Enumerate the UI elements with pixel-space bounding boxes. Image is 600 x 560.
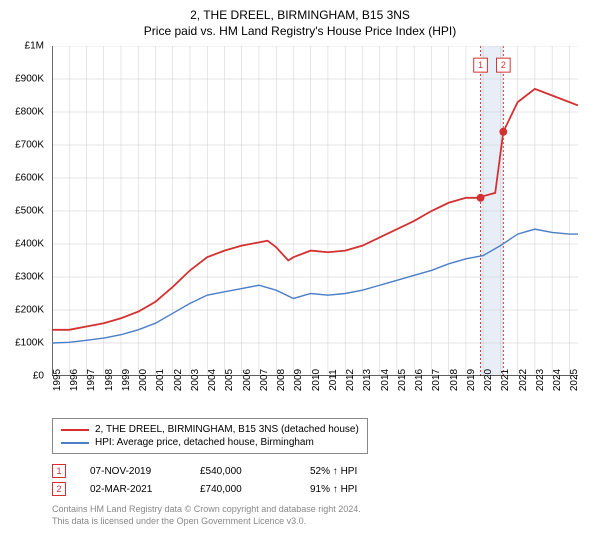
y-tick-label: £500K	[15, 206, 44, 217]
legend-label-2: HPI: Average price, detached house, Birm…	[95, 437, 314, 448]
x-tick-label: 2001	[155, 369, 166, 391]
x-tick-label: 2025	[569, 369, 580, 391]
x-tick-label: 2016	[414, 369, 425, 391]
legend-label-1: 2, THE DREEL, BIRMINGHAM, B15 3NS (detac…	[95, 424, 359, 435]
legend: 2, THE DREEL, BIRMINGHAM, B15 3NS (detac…	[52, 418, 368, 454]
price-cell: £540,000	[200, 466, 286, 477]
diff-cell: 52% ↑ HPI	[310, 466, 396, 477]
date-cell: 07-NOV-2019	[90, 466, 176, 477]
y-tick-label: £300K	[15, 272, 44, 283]
x-tick-label: 2010	[311, 369, 322, 391]
y-tick-label: £900K	[15, 74, 44, 85]
legend-row-2: HPI: Average price, detached house, Birm…	[61, 436, 359, 449]
title-line2: Price paid vs. HM Land Registry's House …	[12, 24, 588, 38]
chart-container: 2, THE DREEL, BIRMINGHAM, B15 3NS Price …	[0, 0, 600, 560]
x-tick-label: 2004	[207, 369, 218, 391]
x-tick-label: 2022	[518, 369, 529, 391]
legend-swatch-1	[61, 429, 89, 431]
x-tick-label: 2002	[173, 369, 184, 391]
x-axis-labels: 1995199619971998199920002001200220032004…	[52, 376, 578, 412]
x-tick-label: 2013	[362, 369, 373, 391]
legend-swatch-2	[61, 442, 89, 444]
x-tick-label: 2012	[345, 369, 356, 391]
x-tick-label: 2021	[500, 369, 511, 391]
diff-cell: 91% ↑ HPI	[310, 484, 396, 495]
footer-line2: This data is licensed under the Open Gov…	[52, 516, 588, 528]
y-tick-label: £1M	[25, 41, 44, 52]
y-tick-label: £100K	[15, 338, 44, 349]
title-line1: 2, THE DREEL, BIRMINGHAM, B15 3NS	[12, 8, 588, 22]
x-tick-label: 2014	[380, 369, 391, 391]
legend-row-1: 2, THE DREEL, BIRMINGHAM, B15 3NS (detac…	[61, 423, 359, 436]
x-tick-label: 2009	[293, 369, 304, 391]
x-tick-label: 2023	[535, 369, 546, 391]
x-tick-label: 2024	[552, 369, 563, 391]
data-row: 2 02-MAR-2021 £740,000 91% ↑ HPI	[52, 480, 588, 498]
x-tick-label: 1999	[121, 369, 132, 391]
y-tick-label: £700K	[15, 140, 44, 151]
date-cell: 02-MAR-2021	[90, 484, 176, 495]
x-tick-label: 2020	[483, 369, 494, 391]
x-tick-label: 2006	[242, 369, 253, 391]
y-tick-label: £600K	[15, 173, 44, 184]
x-tick-label: 2019	[466, 369, 477, 391]
x-tick-label: 2008	[276, 369, 287, 391]
svg-text:2: 2	[501, 60, 506, 70]
x-tick-label: 1997	[86, 369, 97, 391]
x-tick-label: 2018	[449, 369, 460, 391]
marker-box: 1	[52, 464, 66, 478]
price-cell: £740,000	[200, 484, 286, 495]
chart-area: £0£100K£200K£300K£400K£500K£600K£700K£80…	[52, 46, 578, 376]
x-tick-label: 1998	[104, 369, 115, 391]
y-tick-label: £800K	[15, 107, 44, 118]
chart-svg: 12	[52, 46, 578, 376]
x-tick-label: 2015	[397, 369, 408, 391]
y-axis-labels: £0£100K£200K£300K£400K£500K£600K£700K£80…	[12, 46, 48, 376]
x-tick-label: 2000	[138, 369, 149, 391]
x-tick-label: 2005	[224, 369, 235, 391]
x-tick-label: 2017	[431, 369, 442, 391]
x-tick-label: 2011	[328, 369, 339, 391]
marker-box: 2	[52, 482, 66, 496]
x-tick-label: 2003	[190, 369, 201, 391]
footer-line1: Contains HM Land Registry data © Crown c…	[52, 504, 588, 516]
svg-text:1: 1	[478, 60, 483, 70]
y-tick-label: £0	[33, 371, 44, 382]
x-tick-label: 1995	[52, 369, 63, 391]
data-row: 1 07-NOV-2019 £540,000 52% ↑ HPI	[52, 462, 588, 480]
y-tick-label: £400K	[15, 239, 44, 250]
data-table: 1 07-NOV-2019 £540,000 52% ↑ HPI 2 02-MAR-202…	[52, 462, 588, 498]
y-tick-label: £200K	[15, 305, 44, 316]
footer: Contains HM Land Registry data © Crown c…	[52, 504, 588, 527]
x-tick-label: 1996	[69, 369, 80, 391]
x-tick-label: 2007	[259, 369, 270, 391]
